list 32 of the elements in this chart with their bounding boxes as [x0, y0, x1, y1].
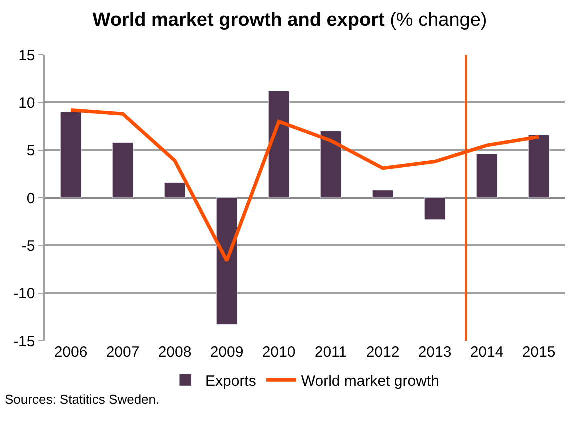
x-tick-label: 2007 — [106, 344, 140, 361]
bar — [216, 198, 238, 326]
bar — [164, 182, 186, 198]
chart-subtitle: (% change) — [390, 10, 488, 32]
y-tick-label: -15 — [14, 333, 36, 350]
bar — [528, 134, 550, 198]
x-tick-label: 2014 — [470, 344, 504, 361]
y-tick-label: 15 — [18, 47, 36, 64]
bar — [60, 112, 82, 198]
x-tick-label: 2009 — [210, 344, 244, 361]
y-tick-label: 0 — [26, 190, 36, 208]
bar — [424, 198, 446, 220]
y-tick-label: 10 — [18, 94, 36, 112]
bar — [372, 190, 394, 198]
bar — [112, 142, 134, 198]
x-tick-label: 2010 — [262, 344, 296, 361]
y-tick-label: 5 — [26, 142, 36, 160]
x-tick-label: 2011 — [314, 344, 348, 361]
x-tick-label: 2012 — [366, 344, 400, 361]
x-tick-label: 2008 — [158, 344, 192, 361]
bar — [268, 90, 290, 198]
x-tick-label: 2006 — [54, 344, 88, 361]
bar — [476, 154, 498, 198]
y-tick-label: -10 — [14, 286, 36, 303]
chart-title: World market growth and export — [92, 10, 386, 32]
bar — [320, 131, 342, 198]
legend-label: Exports — [206, 372, 256, 390]
source-note: Sources: Statitics Sweden. — [5, 392, 160, 407]
legend-label: World market growth — [301, 372, 440, 390]
y-tick-label: -5 — [22, 238, 36, 255]
x-tick-label: 2015 — [522, 344, 556, 361]
x-tick-label: 2013 — [418, 344, 452, 361]
